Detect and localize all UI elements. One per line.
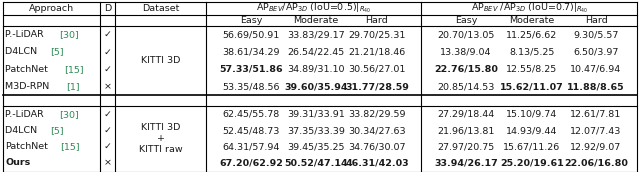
Text: 53.35/48.56: 53.35/48.56 bbox=[222, 82, 280, 91]
Text: [15]: [15] bbox=[60, 142, 80, 151]
Text: 20.70/13.05: 20.70/13.05 bbox=[437, 30, 495, 39]
Text: 30.34/27.63: 30.34/27.63 bbox=[348, 126, 406, 135]
Text: ×: × bbox=[104, 82, 111, 91]
Text: 8.13/5.25: 8.13/5.25 bbox=[509, 47, 555, 56]
Text: 15.67/11.26: 15.67/11.26 bbox=[504, 142, 561, 151]
Text: 39.31/33.91: 39.31/33.91 bbox=[287, 110, 345, 119]
Text: [1]: [1] bbox=[66, 82, 79, 91]
Text: Hard: Hard bbox=[584, 16, 607, 25]
Text: 33.82/29.59: 33.82/29.59 bbox=[348, 110, 406, 119]
Text: KITTI 3D
+
KITTI raw: KITTI 3D + KITTI raw bbox=[139, 123, 182, 154]
Text: Hard: Hard bbox=[365, 16, 388, 25]
Text: 25.20/19.61: 25.20/19.61 bbox=[500, 158, 564, 167]
Text: $\mathrm{AP}_{BEV}$/$\mathrm{AP}_{3D}$ (IoU=0.5)$|_{R_{40}}$: $\mathrm{AP}_{BEV}$/$\mathrm{AP}_{3D}$ (… bbox=[257, 2, 372, 15]
Text: 33.94/26.17: 33.94/26.17 bbox=[434, 158, 498, 167]
Text: 10.47/6.94: 10.47/6.94 bbox=[570, 65, 621, 74]
Text: 9.30/5.57: 9.30/5.57 bbox=[573, 30, 619, 39]
Text: 12.07/7.43: 12.07/7.43 bbox=[570, 126, 621, 135]
Text: $\mathrm{AP}_{BEV}$ /$\mathrm{AP}_{3D}$ (IoU=0.7)$|_{R_{40}}$: $\mathrm{AP}_{BEV}$ /$\mathrm{AP}_{3D}$ … bbox=[471, 2, 588, 15]
Text: Moderate: Moderate bbox=[293, 16, 339, 25]
Text: 15.62/11.07: 15.62/11.07 bbox=[500, 82, 564, 91]
Text: 11.25/6.62: 11.25/6.62 bbox=[506, 30, 557, 39]
Text: 39.60/35.94: 39.60/35.94 bbox=[284, 82, 348, 91]
Text: P.-LiDAR: P.-LiDAR bbox=[5, 110, 47, 119]
Text: [5]: [5] bbox=[51, 47, 64, 56]
Text: PatchNet: PatchNet bbox=[5, 65, 51, 74]
Text: 20.85/14.53: 20.85/14.53 bbox=[437, 82, 495, 91]
Text: Ours: Ours bbox=[5, 158, 30, 167]
Text: 37.35/33.39: 37.35/33.39 bbox=[287, 126, 345, 135]
Text: Moderate: Moderate bbox=[509, 16, 555, 25]
Text: KITTI 3D: KITTI 3D bbox=[141, 56, 180, 65]
Text: D4LCN: D4LCN bbox=[5, 47, 40, 56]
Text: 39.45/35.25: 39.45/35.25 bbox=[287, 142, 345, 151]
Text: 34.76/30.07: 34.76/30.07 bbox=[348, 142, 406, 151]
Text: 31.77/28.59: 31.77/28.59 bbox=[345, 82, 409, 91]
Text: 6.50/3.97: 6.50/3.97 bbox=[573, 47, 619, 56]
Text: 62.45/55.78: 62.45/55.78 bbox=[222, 110, 280, 119]
Text: ✓: ✓ bbox=[104, 65, 111, 74]
Text: 33.83/29.17: 33.83/29.17 bbox=[287, 30, 345, 39]
Text: 29.70/25.31: 29.70/25.31 bbox=[348, 30, 406, 39]
Text: 12.61/7.81: 12.61/7.81 bbox=[570, 110, 621, 119]
Text: Easy: Easy bbox=[240, 16, 262, 25]
Text: P.-LiDAR: P.-LiDAR bbox=[5, 30, 47, 39]
Text: 21.96/13.81: 21.96/13.81 bbox=[437, 126, 495, 135]
Text: 22.76/15.80: 22.76/15.80 bbox=[434, 65, 498, 74]
Text: 12.55/8.25: 12.55/8.25 bbox=[506, 65, 557, 74]
Text: Approach: Approach bbox=[29, 4, 74, 13]
Text: 56.69/50.91: 56.69/50.91 bbox=[222, 30, 280, 39]
Text: 30.56/27.01: 30.56/27.01 bbox=[348, 65, 406, 74]
Text: 38.61/34.29: 38.61/34.29 bbox=[222, 47, 280, 56]
Text: 26.54/22.45: 26.54/22.45 bbox=[287, 47, 344, 56]
Text: [30]: [30] bbox=[59, 30, 79, 39]
Text: ✓: ✓ bbox=[104, 110, 111, 119]
Text: Dataset: Dataset bbox=[142, 4, 179, 13]
Text: 21.21/18.46: 21.21/18.46 bbox=[348, 47, 406, 56]
Text: ×: × bbox=[104, 158, 111, 167]
Text: 27.29/18.44: 27.29/18.44 bbox=[437, 110, 495, 119]
Text: ✓: ✓ bbox=[104, 142, 111, 151]
Text: 34.89/31.10: 34.89/31.10 bbox=[287, 65, 345, 74]
Text: Easy: Easy bbox=[455, 16, 477, 25]
Text: D4LCN: D4LCN bbox=[5, 126, 40, 135]
Text: ✓: ✓ bbox=[104, 30, 111, 39]
Text: 52.45/48.73: 52.45/48.73 bbox=[222, 126, 280, 135]
Text: 64.31/57.94: 64.31/57.94 bbox=[222, 142, 280, 151]
Text: ✓: ✓ bbox=[104, 47, 111, 56]
Text: 50.52/47.14: 50.52/47.14 bbox=[284, 158, 348, 167]
Text: [30]: [30] bbox=[59, 110, 79, 119]
Text: M3D-RPN: M3D-RPN bbox=[5, 82, 52, 91]
Text: 15.10/9.74: 15.10/9.74 bbox=[506, 110, 557, 119]
Text: D: D bbox=[104, 4, 111, 13]
Text: 12.92/9.07: 12.92/9.07 bbox=[570, 142, 621, 151]
Text: 14.93/9.44: 14.93/9.44 bbox=[506, 126, 557, 135]
Text: 46.31/42.03: 46.31/42.03 bbox=[345, 158, 409, 167]
Text: 67.20/62.92: 67.20/62.92 bbox=[219, 158, 283, 167]
Text: ✓: ✓ bbox=[104, 126, 111, 135]
Text: PatchNet: PatchNet bbox=[5, 142, 48, 151]
Text: 27.97/20.75: 27.97/20.75 bbox=[437, 142, 495, 151]
Text: 13.38/9.04: 13.38/9.04 bbox=[440, 47, 492, 56]
Text: 22.06/16.80: 22.06/16.80 bbox=[564, 158, 628, 167]
Text: [5]: [5] bbox=[51, 126, 64, 135]
Text: 11.88/8.65: 11.88/8.65 bbox=[567, 82, 625, 91]
Text: [15]: [15] bbox=[64, 65, 84, 74]
Text: 57.33/51.86: 57.33/51.86 bbox=[219, 65, 283, 74]
